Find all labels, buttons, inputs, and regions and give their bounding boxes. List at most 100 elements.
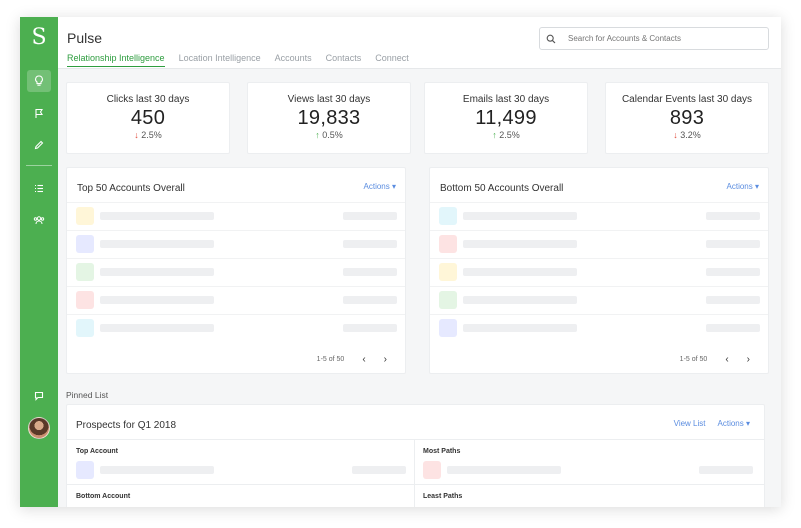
list-item[interactable] (67, 202, 405, 230)
account-avatar-placeholder (76, 319, 94, 337)
stat-change: ↑ 0.5% (248, 130, 410, 140)
search-icon[interactable] (540, 34, 562, 44)
placeholder-bar (100, 268, 214, 276)
panel-title: Top 50 Accounts Overall (77, 183, 185, 194)
list-item[interactable] (67, 314, 405, 342)
caret-down-icon: ▾ (391, 182, 396, 191)
app-logo[interactable]: S (31, 25, 47, 50)
account-avatar-placeholder (439, 291, 457, 309)
chat-icon[interactable] (27, 385, 51, 407)
flag-icon[interactable] (27, 102, 51, 124)
list-item[interactable] (430, 258, 768, 286)
pager-text: 1-5 of 50 (316, 356, 345, 363)
placeholder-bar (463, 268, 577, 276)
arrow-up-icon: ↑ (315, 130, 320, 140)
placeholder-bar (100, 240, 214, 248)
chevron-left-icon[interactable]: ‹ (362, 354, 366, 365)
team-icon[interactable] (27, 209, 51, 231)
view-list-link[interactable]: View List (673, 419, 706, 428)
placeholder-bar (343, 268, 397, 276)
placeholder-bar (463, 212, 577, 220)
lightbulb-icon[interactable] (27, 70, 51, 92)
placeholder-bar (706, 268, 760, 276)
account-avatar-placeholder (76, 207, 94, 225)
pinned-section-label: Pinned List (66, 390, 109, 400)
chevron-right-icon[interactable]: › (746, 354, 750, 365)
placeholder-bar (100, 212, 214, 220)
list-item[interactable] (430, 286, 768, 314)
stat-label: Views last 30 days (287, 94, 371, 105)
header: Pulse Relationship Intelligence Location… (58, 17, 781, 69)
placeholder-bar (706, 240, 760, 248)
account-avatar-placeholder (439, 207, 457, 225)
actions-dropdown[interactable]: Actions ▾ (364, 182, 396, 191)
account-avatar-placeholder (76, 291, 94, 309)
chevron-right-icon[interactable]: › (383, 354, 387, 365)
placeholder-bar (699, 466, 753, 474)
placeholder-bar (706, 212, 760, 220)
top-accounts-panel: Top 50 Accounts Overall Actions ▾ 1-5 of… (66, 167, 406, 374)
tab-connect[interactable]: Connect (375, 53, 409, 63)
stat-change: ↑ 2.5% (425, 130, 587, 140)
app-window: S Pulse Relationship Intelligence Locati… (20, 17, 781, 507)
placeholder-bar (463, 240, 577, 248)
stat-change-value: 2.5% (141, 130, 162, 140)
placeholder-bar (706, 324, 760, 332)
panel-title: Bottom 50 Accounts Overall (440, 183, 564, 194)
sidebar: S (20, 17, 58, 507)
pagination: 1-5 of 50 ‹ › (680, 354, 750, 365)
stat-change-value: 3.2% (680, 130, 701, 140)
most-paths-label: Most Paths (423, 448, 461, 455)
tab-contacts[interactable]: Contacts (325, 53, 362, 63)
top-account-label: Top Account (76, 448, 118, 455)
placeholder-bar (447, 466, 561, 474)
account-avatar-placeholder (439, 263, 457, 281)
search-input[interactable] (562, 34, 768, 43)
divider (414, 439, 415, 507)
divider (67, 439, 764, 440)
placeholder-bar (352, 466, 406, 474)
stat-value: 19,833 (297, 107, 361, 129)
list-item[interactable] (67, 286, 405, 314)
list-item[interactable] (430, 202, 768, 230)
list-item[interactable] (430, 314, 768, 342)
stat-change: ↓ 2.5% (67, 130, 229, 140)
pencil-icon[interactable] (27, 134, 51, 156)
placeholder-bar (343, 240, 397, 248)
stat-label: Calendar Events last 30 days (621, 94, 753, 105)
sidebar-divider (26, 165, 52, 166)
bottom-account-label: Bottom Account (76, 493, 131, 500)
pagination: 1-5 of 50 ‹ › (317, 354, 387, 365)
list-item[interactable] (67, 230, 405, 258)
tab-location-intelligence[interactable]: Location Intelligence (178, 53, 261, 63)
tab-accounts[interactable]: Accounts (274, 53, 312, 63)
stat-change: ↓ 3.2% (606, 130, 768, 140)
chevron-left-icon[interactable]: ‹ (725, 354, 729, 365)
page-title: Pulse (67, 30, 103, 46)
list-icon[interactable] (27, 177, 51, 199)
stat-change-value: 0.5% (322, 130, 343, 140)
placeholder-bar (706, 296, 760, 304)
search-box (539, 27, 769, 50)
list-item[interactable] (430, 230, 768, 258)
placeholder-bar (100, 324, 214, 332)
placeholder-bar (463, 296, 577, 304)
pinned-list-title: Prospects for Q1 2018 (76, 420, 177, 431)
account-avatar-placeholder (439, 235, 457, 253)
actions-dropdown[interactable]: Actions ▾ (727, 182, 759, 191)
tab-relationship-intelligence[interactable]: Relationship Intelligence (67, 53, 165, 67)
placeholder-bar (100, 296, 214, 304)
tab-bar: Relationship Intelligence Location Intel… (67, 53, 409, 67)
user-avatar[interactable] (28, 417, 50, 439)
arrow-down-icon: ↓ (673, 130, 678, 140)
stat-card-emails: Emails last 30 days 11,499 ↑ 2.5% (424, 82, 588, 154)
placeholder-bar (343, 296, 397, 304)
pinned-list-links: View List Actions ▾ (674, 419, 750, 428)
actions-dropdown[interactable]: Actions ▾ (718, 419, 750, 428)
account-avatar-placeholder (76, 263, 94, 281)
stat-change-value: 2.5% (499, 130, 520, 140)
stat-value: 11,499 (475, 107, 537, 129)
list-item[interactable] (67, 258, 405, 286)
actions-label: Actions (363, 182, 390, 191)
stat-label: Emails last 30 days (462, 94, 550, 105)
